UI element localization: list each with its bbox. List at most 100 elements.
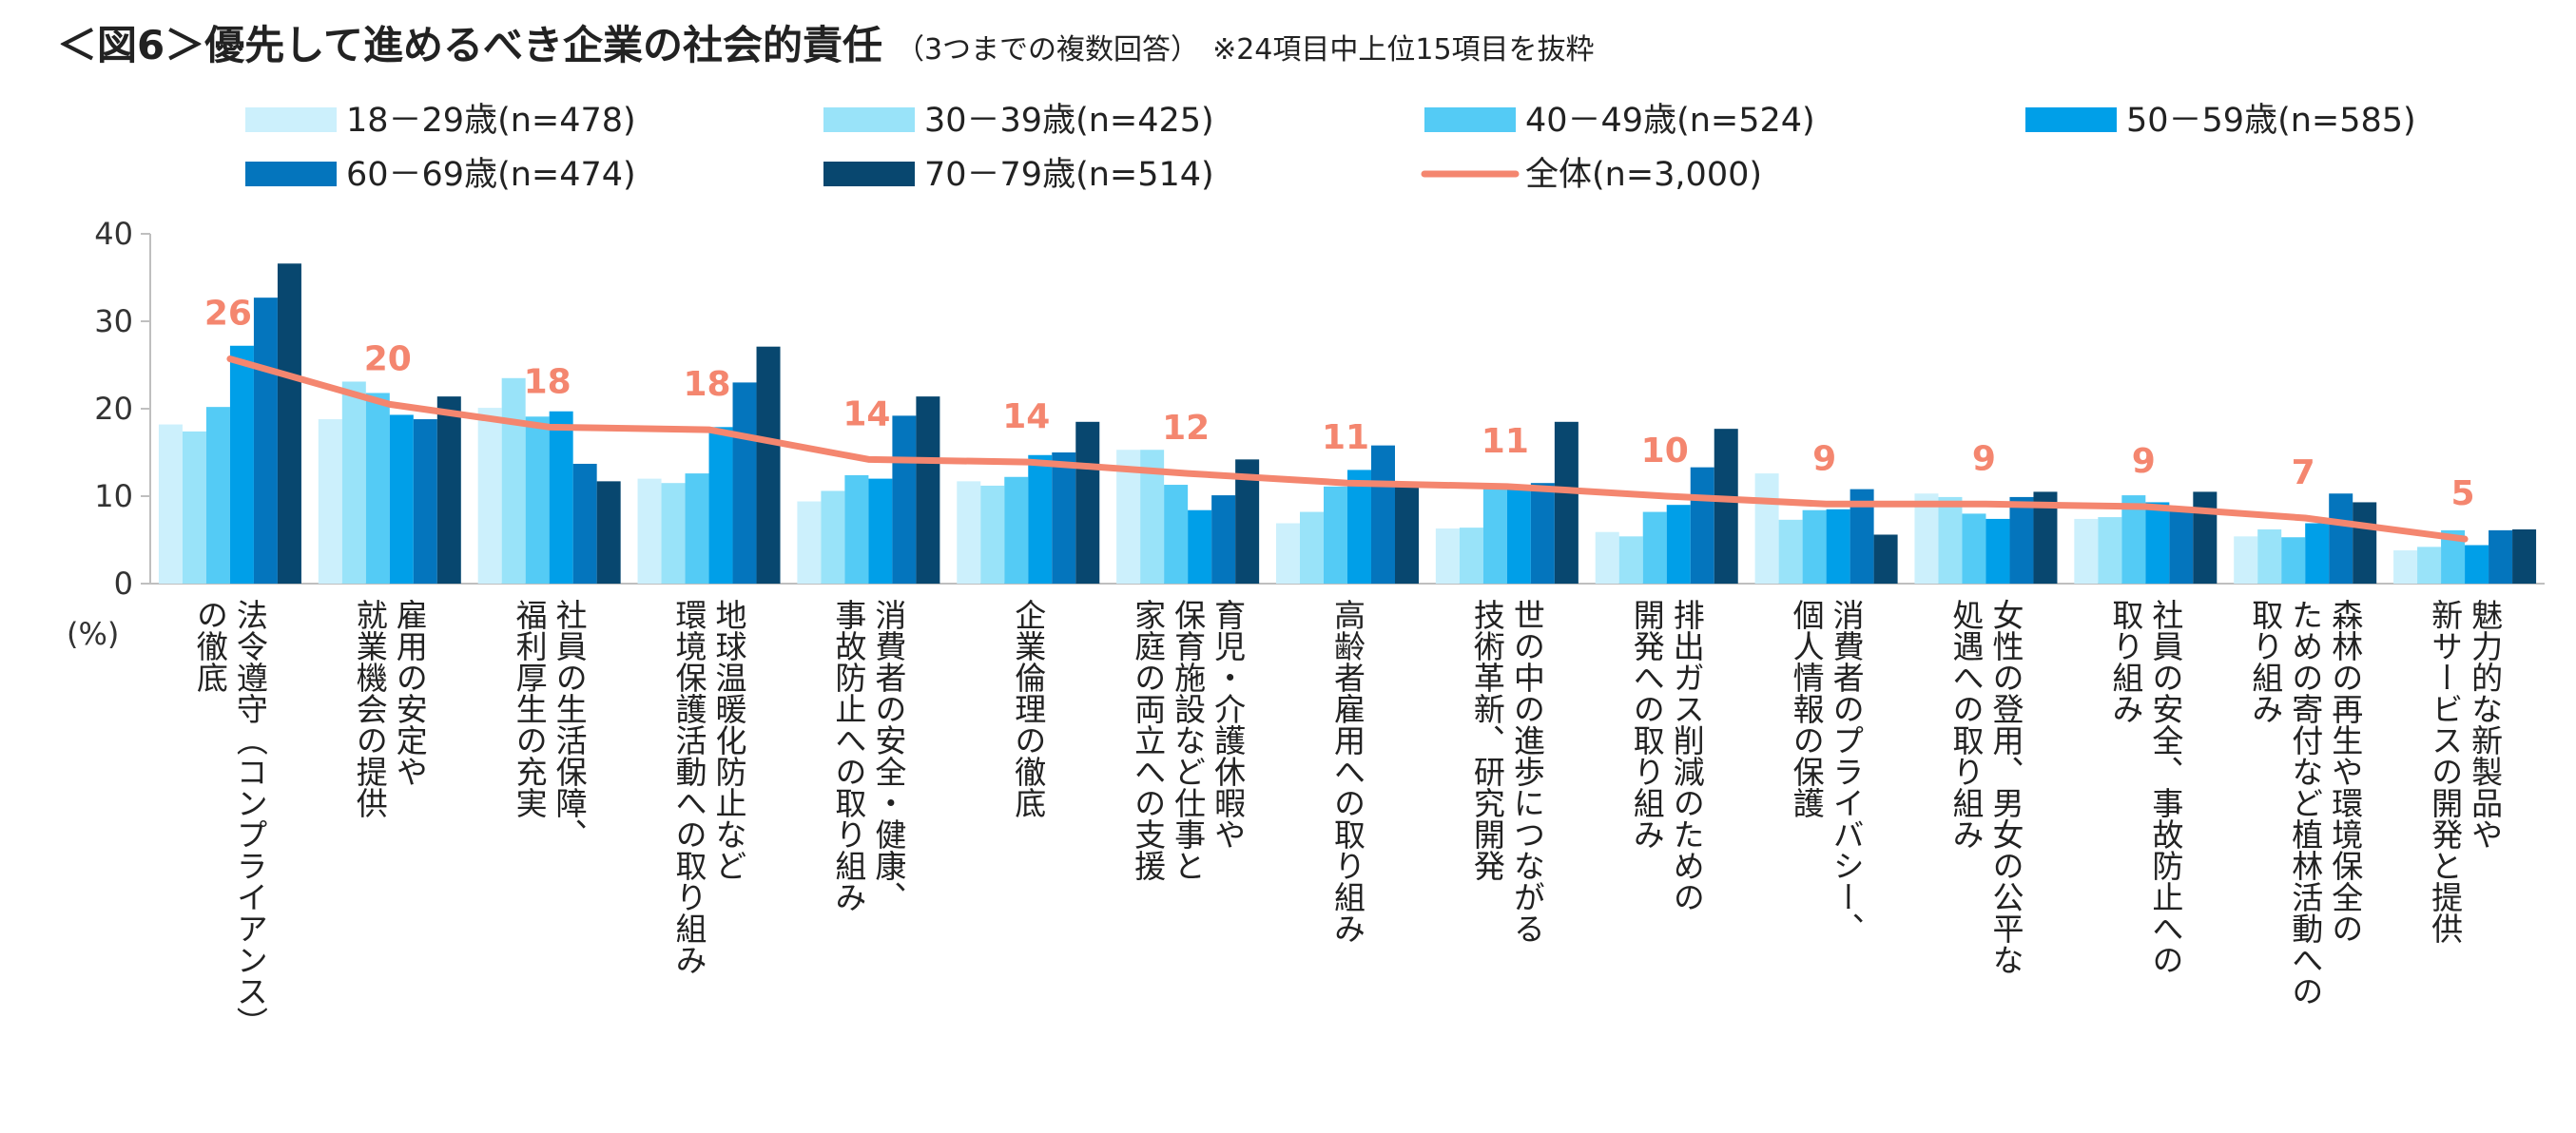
total-label-2: 18 [524,362,571,401]
bar-5-5 [1075,421,1100,584]
y-tick-label-0: 0 [114,566,133,602]
bar-0-4 [797,501,822,584]
bar-5-8 [1554,421,1579,584]
bar-4-7 [1371,445,1395,584]
bar-3-1 [389,414,414,584]
x-tick-label-11-1: 処遇への取り組み [1947,599,1985,850]
total-line [226,355,2469,543]
x-tick-label-13-0: 森林の再生や環境保全の [2327,599,2364,944]
total-label-12: 9 [2132,442,2156,481]
bar-3-10 [1826,509,1850,584]
x-tick-label-5-0: 企業倫理の徹底 [1010,599,1047,818]
bar-5-12 [2193,491,2218,584]
bar-0-1 [318,419,342,584]
bar-1-11 [1938,496,1963,584]
bar-0-12 [2074,518,2099,584]
bar-1-14 [2417,547,2442,584]
y-tick-label-3: 30 [94,303,133,339]
bar-4-1 [413,419,437,584]
bar-1-3 [661,483,686,584]
x-tick-label-10-0: 消費者のプライバシー、 [1828,599,1865,944]
bar-4-5 [1052,452,1076,584]
bar-1-9 [1618,536,1643,584]
x-tick-label-4-1: 事故防止への取り組み [830,599,867,912]
y-tick-label-4: 40 [94,216,133,252]
bar-2-1 [365,393,390,584]
bar-5-9 [1714,429,1738,584]
bar-3-2 [549,411,573,584]
bar-5-10 [1873,534,1898,584]
bar-4-6 [1211,495,1236,584]
bar-3-8 [1506,485,1531,584]
bar-4-3 [732,382,757,584]
legend-swatch-3 [2025,107,2117,132]
bar-4-13 [2329,493,2353,584]
x-tick-label-3-0: 地球温暖化防止など [710,599,747,881]
legend-swatch-0 [245,107,337,132]
x-tick-label-6-0: 育児・介護休暇や [1210,599,1247,850]
bar-3-14 [2465,545,2489,584]
bar-4-9 [1690,467,1714,584]
total-line-group: 26 20 18 18 14 14 12 11 11 10 9 9 9 7 5 [204,295,2475,543]
bar-5-1 [436,396,461,584]
bar-3-4 [868,478,893,584]
total-label-4: 14 [843,394,890,433]
bar-5-2 [596,481,621,584]
bar-5-0 [277,263,301,584]
bar-5-4 [916,396,940,584]
total-label-11: 9 [1972,439,1996,478]
bar-5-14 [2512,528,2537,584]
legend-label-0: 18－29歳(n=478) [346,102,636,140]
x-tick-label-4-0: 消費者の安全・健康、 [870,599,907,912]
bar-3-13 [2305,523,2330,584]
total-label-6: 12 [1162,409,1210,448]
total-label-8: 11 [1482,422,1529,461]
legend-label-5: 70－79歳(n=514) [924,156,1214,194]
chart-title-main: ＜図6＞優先して進めるべき企業の社会的責任 [57,22,882,68]
x-tick-label-0-0: 法令遵守（コンプライアンス） [231,599,268,1038]
bar-2-11 [1962,513,1986,584]
bar-1-5 [980,485,1005,584]
x-tick-label-12-1: 取り組み [2107,599,2144,724]
bar-2-4 [844,474,869,584]
total-label-3: 18 [683,365,730,404]
x-tick-label-0-1: の徹底 [191,599,228,693]
x-tick-label-1-0: 雇用の安定や [391,599,428,787]
legend: 18－29歳(n=478) 30－39歳(n=425) 40－49歳(n=524) 5… [245,102,2416,194]
y-unit-label: (%) [67,616,119,652]
bar-5-7 [1395,483,1419,584]
bar-1-7 [1300,511,1324,584]
legend-swatch-5 [823,162,915,186]
bar-2-6 [1164,485,1189,584]
x-tick-label-3-1: 環境保護活動への取り組み [670,599,707,975]
bar-3-0 [229,345,254,584]
bar-0-13 [2234,536,2258,584]
total-label-0: 26 [204,295,252,334]
bar-1-10 [1778,519,1803,584]
x-tick-label-13-2: 取り組み [2247,599,2284,724]
bar-2-9 [1642,511,1667,584]
bar-2-2 [525,416,550,584]
bar-4-0 [253,298,278,584]
bar-3-6 [1188,509,1212,584]
bar-1-8 [1459,528,1483,584]
x-tick-label-6-2: 家庭の両立への支援 [1130,599,1167,881]
total-label-14: 5 [2451,474,2475,513]
x-tick-label-9-1: 開発への取り組み [1628,599,1665,850]
bar-4-8 [1530,483,1555,584]
x-tick-label-2-1: 福利厚生の充実 [511,599,548,818]
total-label-9: 10 [1641,432,1689,470]
y-tick-label-2: 20 [94,391,133,427]
chart-title: ＜図6＞優先して進めるべき企業の社会的責任 （3つまでの複数回答） ※24項目中上位… [57,13,1595,71]
x-tick-label-14-0: 魅力的な新製品や [2467,599,2504,850]
bar-2-13 [2281,537,2306,584]
bar-0-10 [1754,473,1779,584]
bar-4-4 [892,415,917,584]
bar-0-9 [1595,531,1619,584]
bar-3-5 [1028,454,1053,584]
x-tick-label-8-1: 技術革新、研究開発 [1468,599,1505,881]
x-tick-label-2-0: 社員の生活保障、 [551,599,588,850]
x-tick-label-10-1: 個人情報の保護 [1788,599,1825,818]
